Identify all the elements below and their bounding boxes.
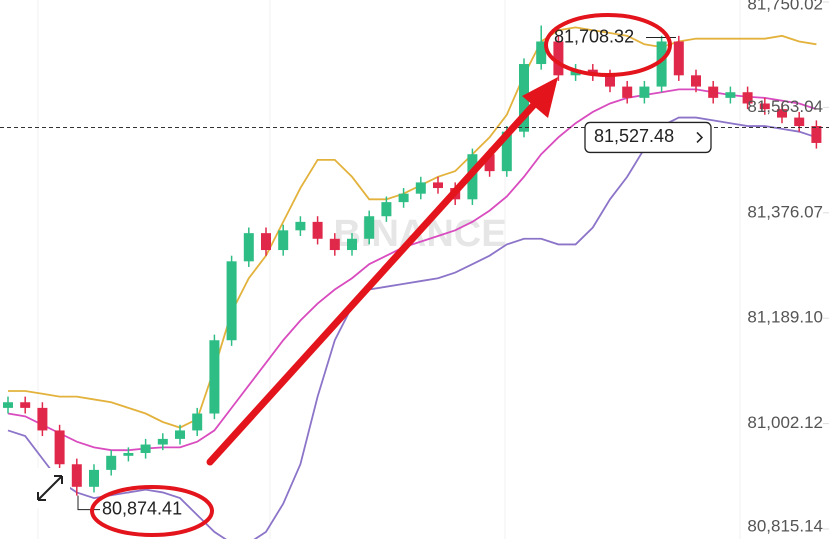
candle-body	[553, 41, 564, 76]
candle-body	[433, 182, 443, 189]
candle-body	[209, 340, 220, 414]
candle-body	[123, 452, 134, 456]
candle-body	[329, 238, 340, 251]
price-tag-chevron	[696, 131, 704, 143]
candle-body	[605, 75, 615, 87]
y-tick-label: 81,750.02	[747, 0, 823, 13]
candle-body	[157, 438, 168, 445]
candle-body	[622, 86, 633, 98]
candle-body	[794, 117, 805, 127]
candle-body	[811, 126, 822, 143]
candle-body	[54, 430, 65, 465]
arrow-head	[522, 77, 558, 118]
candle-body	[175, 430, 185, 439]
candle-body	[3, 402, 13, 408]
candle-body	[347, 238, 357, 251]
expand-button[interactable]	[30, 468, 70, 508]
candle-body	[725, 92, 736, 98]
candle-body	[37, 407, 48, 431]
candle-body	[536, 41, 547, 65]
candle-body	[312, 221, 323, 239]
candle-body	[71, 464, 82, 487]
y-tick-label: 81,002.12	[747, 413, 823, 432]
candle-body	[708, 86, 719, 98]
high-label: 81,708.32	[554, 26, 634, 46]
y-tick-label: 81,189.10	[747, 308, 823, 327]
current-price-tag[interactable]: 81,527.48	[584, 121, 712, 154]
candle-body	[381, 202, 392, 217]
low-label: 80,874.41	[102, 498, 182, 518]
candle-body	[398, 193, 409, 203]
candle-body	[226, 261, 237, 341]
candle-body	[106, 455, 117, 470]
band-line	[7, 116, 817, 539]
candle-body	[278, 230, 289, 251]
candle-body	[742, 92, 753, 104]
y-tick-label: 81,563.04	[747, 97, 823, 116]
red-arrow	[206, 77, 558, 466]
candle-body	[364, 216, 375, 239]
candle-body	[484, 154, 495, 172]
candle-body	[501, 131, 512, 172]
candle-body	[777, 109, 787, 118]
candle-body	[519, 64, 529, 132]
candle-body	[415, 182, 426, 194]
band-line	[8, 26, 817, 429]
y-tick-label: 80,815.14	[747, 516, 823, 535]
candle-body	[691, 75, 701, 87]
candle-body	[295, 221, 306, 231]
candle-body	[656, 41, 667, 87]
candle-body	[759, 103, 770, 110]
candle-body	[20, 402, 31, 408]
y-tick-label: 81,376.07	[747, 202, 823, 221]
price-tag-box	[584, 121, 712, 154]
candle-body	[261, 233, 271, 251]
candle-body	[673, 41, 684, 76]
price-tag-label: 81,527.48	[594, 126, 674, 146]
candle-body	[192, 413, 203, 431]
grid	[37, 0, 741, 539]
candle-body	[639, 86, 650, 98]
candle-body	[140, 444, 151, 453]
expand-icon[interactable]	[37, 475, 63, 501]
candle-body	[89, 469, 99, 487]
candle-body	[243, 233, 254, 262]
high-circle	[544, 13, 672, 77]
arrow-shaft	[206, 94, 544, 466]
low-circle	[90, 485, 214, 537]
